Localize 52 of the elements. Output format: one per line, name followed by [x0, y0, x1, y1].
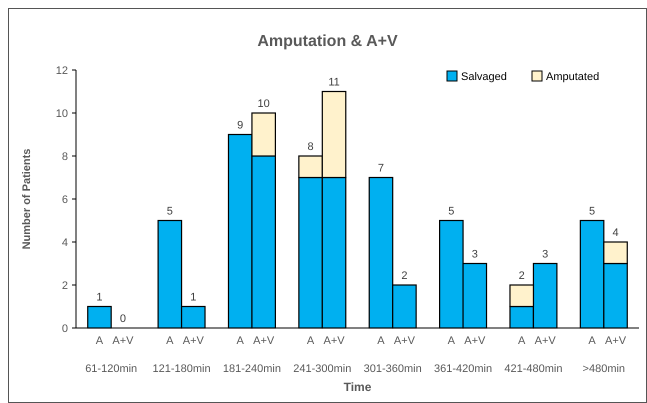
y-tick-label: 8 [62, 151, 68, 163]
y-tick-label: 4 [62, 237, 68, 249]
total-label: 2 [518, 270, 525, 282]
text: 61-120min [85, 363, 138, 375]
x-tick-label: A [166, 335, 174, 347]
y-tick-label: 2 [62, 280, 68, 292]
x-tick-label: A+V [112, 335, 134, 347]
total-label: 5 [166, 206, 173, 218]
text: >480min [582, 363, 626, 375]
y-tick-label: 6 [62, 194, 68, 206]
total-label: 8 [308, 141, 314, 153]
total-label: 9 [237, 120, 244, 132]
x-tick-label: A+V [534, 335, 556, 347]
y-tick-label: 12 [56, 65, 68, 77]
total-label: 1 [96, 292, 103, 304]
x-tick-label: A+V [253, 335, 275, 347]
total-label: 0 [120, 313, 126, 325]
x-tick-label: A [588, 335, 596, 347]
text: 361-420min [434, 363, 492, 375]
total-label: 5 [589, 206, 596, 218]
y-tick-label: 10 [56, 108, 68, 120]
text: 241-300min [293, 363, 352, 375]
x-tick-label: A+V [464, 335, 486, 347]
x-tick-label: A [377, 335, 386, 347]
total-label: 3 [472, 248, 478, 260]
total-label: 10 [258, 98, 270, 110]
y-tick-label: 0 [62, 323, 68, 335]
x-axis-title: Time [344, 380, 372, 394]
x-tick-label: A+V [604, 335, 627, 347]
text: 421-480min [504, 363, 562, 375]
x-tick-label: A [96, 335, 104, 347]
text: 121-180min [152, 363, 211, 375]
total-label: 7 [378, 162, 384, 174]
total-label: 3 [542, 248, 548, 260]
text: 181-240min [222, 363, 281, 375]
total-label: 11 [328, 76, 340, 88]
x-tick-label: A+V [323, 335, 346, 347]
x-tick-label: A [236, 335, 245, 347]
x-tick-label: A [518, 335, 526, 347]
total-label: 5 [448, 206, 454, 218]
x-tick-label: A+V [394, 335, 416, 347]
x-tick-label: A+V [182, 335, 204, 347]
legend-label: Salvaged [461, 71, 507, 83]
legend-label: Amputated [546, 71, 600, 83]
total-label: 1 [190, 292, 196, 304]
total-label: 4 [612, 227, 619, 239]
total-label: 2 [401, 270, 408, 282]
y-axis-title: Number of Patients [21, 148, 33, 250]
x-tick-label: A [306, 335, 315, 347]
chart-title: Amputation & A+V [257, 33, 398, 50]
x-tick-label: A [448, 335, 456, 347]
text: 301-360min [364, 363, 422, 375]
